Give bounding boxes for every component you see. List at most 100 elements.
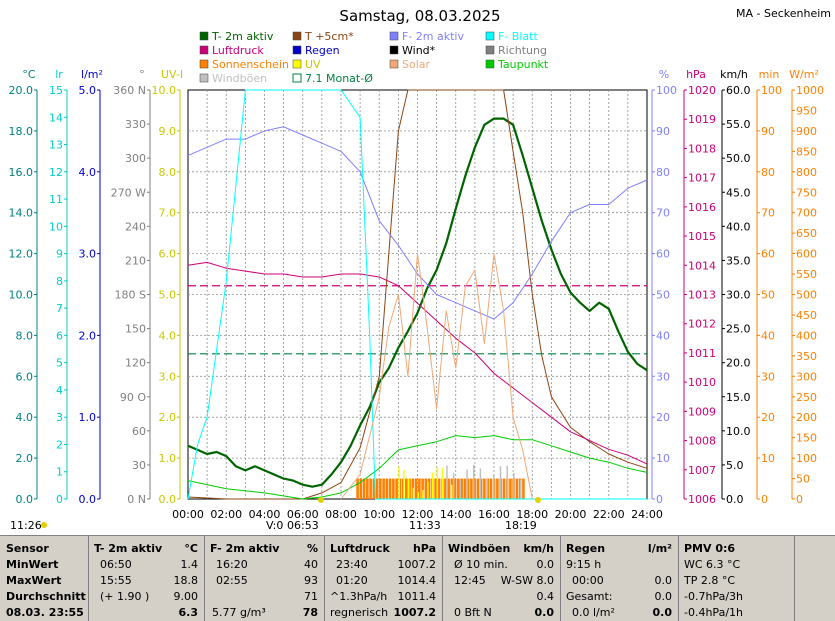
pressure-min-time: 23:40 bbox=[336, 558, 368, 571]
sunshine-bar bbox=[405, 478, 408, 499]
right-axis-tick-label: 50 bbox=[656, 289, 670, 302]
sunshine-bar bbox=[421, 478, 424, 499]
right-axis-tick-label: 1015 bbox=[688, 230, 716, 243]
left-axis-tick-label: 3 bbox=[56, 411, 63, 424]
right-axis-tick-label: 70 bbox=[656, 207, 670, 220]
legend-label: Regen bbox=[305, 44, 340, 57]
x-tick-label: 12:00 bbox=[402, 508, 434, 521]
left-axis-tick-label: 20.0 bbox=[9, 84, 34, 97]
sunshine-bar bbox=[447, 478, 450, 499]
legend-label: T +5cm* bbox=[304, 30, 354, 43]
pressure-current: 1007.2 bbox=[393, 606, 436, 619]
rain-rate: 0.0 l/m² bbox=[572, 606, 615, 619]
right-axis-tick-label: 60 bbox=[656, 248, 670, 261]
sunshine-bar bbox=[463, 478, 467, 499]
right-axis-tick-label: 35.0 bbox=[726, 254, 751, 267]
right-axis-tick-label: 400 bbox=[796, 329, 817, 342]
sunshine-bar bbox=[515, 478, 519, 499]
left-axis-tick-label: 1 bbox=[56, 466, 63, 479]
left-axis-tick-label: 180 S bbox=[115, 289, 146, 302]
right-axis-tick-label: 55.0 bbox=[726, 118, 751, 131]
legend-label: Luftdruck bbox=[212, 44, 264, 57]
x-tick-label: 22:00 bbox=[593, 508, 625, 521]
legend-swatch bbox=[199, 31, 209, 41]
series-line bbox=[187, 89, 648, 500]
legend-swatch bbox=[199, 73, 209, 83]
sunshine-bar bbox=[496, 478, 499, 499]
gust-bar bbox=[479, 468, 482, 499]
series-line bbox=[187, 261, 648, 465]
pmv-column: PMV 0:6 WC 6.3 °C TP 2.8 °C -0.7hPa/3h -… bbox=[678, 536, 795, 621]
sunshine-bar bbox=[444, 478, 447, 499]
left-axis-tick-label: 6 bbox=[56, 329, 63, 342]
left-axis-tick-label: 6.0 bbox=[159, 248, 177, 261]
right-axis-tick-label: 1019 bbox=[688, 113, 716, 126]
pmv-trend-3h: -0.7hPa/3h bbox=[684, 590, 743, 603]
left-axis-tick-label: 4 bbox=[56, 384, 63, 397]
right-axis-tick-label: 5.0 bbox=[726, 459, 744, 472]
current-timestamp: 08.03. 23:55 bbox=[6, 606, 84, 619]
sunshine-bar bbox=[418, 478, 421, 499]
temp-avg-delta: (+ 1.90 ) bbox=[100, 590, 150, 603]
sunshine-bar bbox=[385, 478, 389, 499]
left-axis-tick-label: 10.0 bbox=[9, 289, 34, 302]
right-axis-tick-label: 90 bbox=[761, 125, 775, 138]
right-axis-tick-label: 40 bbox=[656, 329, 670, 342]
wind-column: Windböen km/h Ø 10 min. 0.0 12:45 W-SW 8… bbox=[442, 536, 561, 621]
left-axis-tick-label: 15 bbox=[49, 84, 63, 97]
sunshine-bar bbox=[473, 478, 476, 499]
series-line bbox=[187, 117, 648, 488]
right-axis-tick-label: 60 bbox=[761, 248, 775, 261]
uv-bar bbox=[450, 484, 453, 499]
x-tick-label: 16:00 bbox=[478, 508, 510, 521]
pmv-windchill: WC 6.3 °C bbox=[684, 558, 741, 571]
right-axis-tick-label: 450 bbox=[796, 309, 817, 322]
left-axis-tick-label: 300 bbox=[125, 152, 146, 165]
right-axis-tick-label: 30 bbox=[656, 370, 670, 383]
temp-unit: °C bbox=[184, 542, 198, 555]
right-axis-tick-label: 0 bbox=[761, 493, 768, 506]
sunshine-bar bbox=[359, 478, 363, 499]
right-axis-tick-label: 60.0 bbox=[726, 84, 751, 97]
right-axis-tick-label: 15.0 bbox=[726, 391, 751, 404]
x-tick-label: 24:00 bbox=[631, 508, 663, 521]
left-time: 11:26 bbox=[10, 519, 42, 532]
sun-icon bbox=[41, 522, 47, 528]
legend-label: UV bbox=[305, 58, 321, 71]
pressure-header: Luftdruck bbox=[330, 542, 390, 555]
legend-label: F- Blatt bbox=[498, 30, 538, 43]
left-axis-tick-label: 14 bbox=[49, 111, 63, 124]
wind-bft: 0 Bft N bbox=[454, 606, 492, 619]
legend-label: T- 2m aktiv bbox=[211, 30, 274, 43]
min-label: MinWert bbox=[6, 558, 59, 571]
gust-bar bbox=[472, 464, 475, 499]
gust-bar bbox=[459, 479, 462, 499]
humidity-max-time: 02:55 bbox=[216, 574, 248, 587]
uv-bar bbox=[412, 487, 415, 499]
rain-header: Regen bbox=[566, 542, 606, 555]
left-axis-tick-label: 6.0 bbox=[16, 370, 34, 383]
sunshine-bar bbox=[379, 478, 382, 499]
left-axis-tick-label: 270 W bbox=[111, 186, 146, 199]
pmv-dewpoint: TP 2.8 °C bbox=[684, 574, 736, 587]
right-axis-tick-label: 25.0 bbox=[726, 323, 751, 336]
uv-bar bbox=[407, 478, 410, 499]
left-axis-tick-label: 0 N bbox=[127, 493, 146, 506]
pressure-min-value: 1007.2 bbox=[397, 558, 437, 571]
left-axis-tick-label: 30 bbox=[132, 459, 146, 472]
right-axis-tick-label: 800 bbox=[796, 166, 817, 179]
gust-bar bbox=[506, 465, 508, 499]
x-tick-label: 02:00 bbox=[210, 508, 242, 521]
x-tick-label: 06:00 bbox=[287, 508, 319, 521]
legend-swatch bbox=[389, 45, 399, 55]
right-axis-tick-label: 80 bbox=[656, 166, 670, 179]
left-axis-tick-label: 1.0 bbox=[79, 411, 97, 424]
left-axis-tick-label: 5 bbox=[56, 357, 63, 370]
legend-label: Wind* bbox=[402, 44, 436, 57]
uv-bar bbox=[403, 469, 405, 499]
legend-swatch bbox=[485, 59, 495, 69]
series-line bbox=[187, 89, 647, 500]
humidity-min-time: 16:20 bbox=[216, 558, 248, 571]
temp-current: 6.3 bbox=[178, 606, 199, 619]
wind-avg-value: 0.0 bbox=[536, 558, 555, 571]
